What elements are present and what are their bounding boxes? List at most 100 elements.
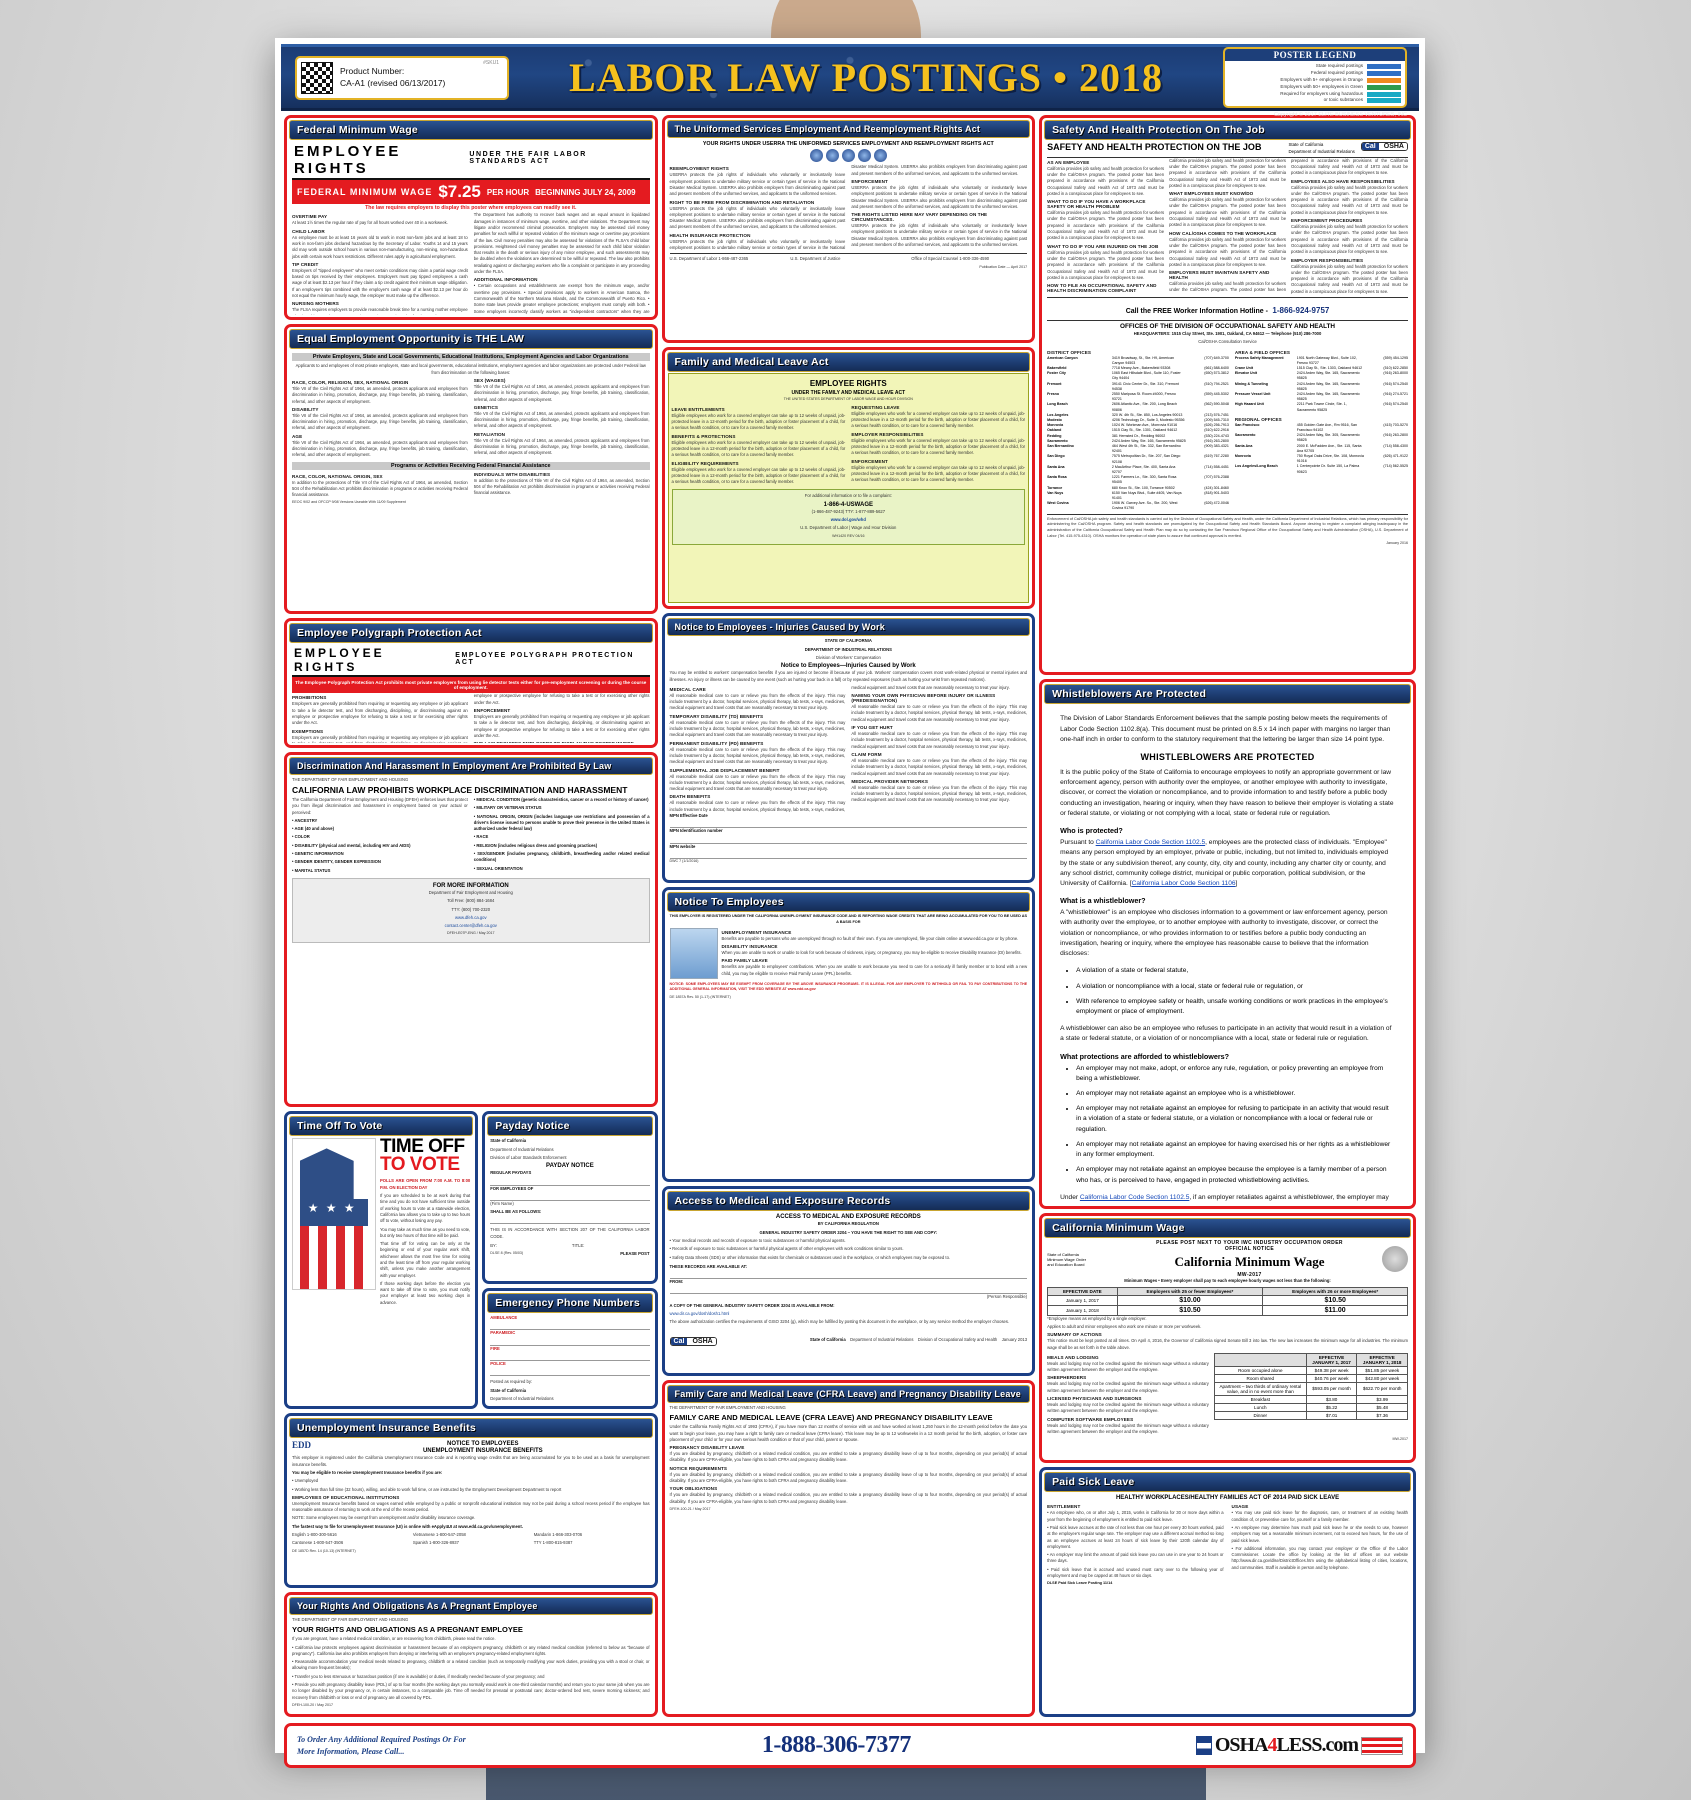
wb-a3-link[interactable]: California Labor Code Section 1102.5 — [1079, 1193, 1190, 1201]
injuries-field-input[interactable] — [669, 852, 1028, 859]
office-city: Sacramento — [1047, 438, 1068, 443]
panel-time-off-to-vote[interactable]: Time Off To Vote ★ ★ ★ TIME OF — [284, 1111, 479, 1410]
psl-left-head: Entitlement — [1047, 1504, 1081, 1510]
cfra-heads: Pregnancy Disability Leave If you are dis… — [670, 1445, 1028, 1505]
safety-section-text: California provides job safety and healt… — [1291, 263, 1408, 294]
panel-federal-minimum-wage[interactable]: Federal Minimum Wage EMPLOYEE RIGHTS UND… — [284, 115, 658, 321]
polygraph-section-text: Employers are generally prohibited from … — [292, 734, 468, 744]
unemployment-edu-text: Unemployment Insurance benefits based on… — [292, 1500, 650, 1513]
office-address: 7575 Metropolitan Dr., Ste. 207, San Die… — [1111, 454, 1181, 464]
vote-paragraph: If you are scheduled to be at work durin… — [379, 1193, 471, 1224]
office-phone: (714) 562-5525 — [1383, 464, 1408, 469]
panel-title-whistleblower: Whistleblowers Are Protected — [1044, 684, 1411, 705]
injuries-section: Medical Care All reasonable medical care … — [670, 687, 846, 712]
cmw-form: MW-2017 — [1392, 1437, 1408, 1442]
eeo-basis-head: RETALIATION — [473, 431, 506, 437]
emergency-row-input[interactable] — [490, 1323, 650, 1331]
wb-a1-link[interactable]: California Labor Code Section 1102.5 — [1095, 839, 1206, 847]
panel-safety-health[interactable]: Safety And Health Protection On The Job … — [1039, 115, 1416, 676]
office-phone: (510) 622-2850 — [1383, 366, 1408, 370]
panel-notice-to-employees[interactable]: Notice To Employees THIS EMPLOYER IS REG… — [661, 887, 1036, 1183]
panel-userra[interactable]: The Uniformed Services Employment And Re… — [661, 115, 1036, 344]
panel-payday-notice[interactable]: Payday Notice State of California Depart… — [482, 1111, 658, 1285]
office-address: 2 MacArthur Place, Ste. 400, Santa Ana 9… — [1111, 464, 1176, 475]
osha4less-logo[interactable]: OSHA4LESS.com — [1195, 1734, 1403, 1757]
office-city: American Canyon — [1047, 355, 1078, 360]
userra-section-head: THE RIGHTS LISTED HERE MAY VARY DEPENDIN… — [851, 212, 988, 223]
discrimination-web[interactable]: www.dfeh.ca.gov — [454, 914, 487, 920]
payday-field-input[interactable] — [490, 1194, 650, 1201]
wb-list-item: A violation or noncompliance with a loca… — [1076, 982, 1395, 992]
panel-discrimination[interactable]: Discrimination And Harassment In Employm… — [284, 752, 658, 1108]
fmw-beginning: BEGINNING JULY 24, 2009 — [535, 187, 636, 197]
wb-a2-list: A violation of a state or federal statut… — [1076, 966, 1395, 1017]
panel-paid-sick-leave[interactable]: Paid Sick Leave HEALTHY WORKPLACES/HEALT… — [1039, 1467, 1416, 1718]
fmla-form: WH1420 REV 04/16 — [832, 533, 865, 538]
injuries-field: MPN website — [669, 844, 1028, 859]
panel-pregnant-employee[interactable]: Your Rights And Obligations As A Pregnan… — [284, 1592, 658, 1718]
cmw2-cell: Lunch — [1213, 1402, 1307, 1412]
userra-section: HEALTH INSURANCE PROTECTION USERRA protec… — [670, 164, 1028, 251]
payday-field-input[interactable] — [490, 1179, 650, 1186]
office-phone: (559) 445-5302 — [1204, 392, 1229, 397]
medical-field1: THESE RECORDS ARE AVAILABLE AT: — [669, 1263, 748, 1269]
emergency-row-input[interactable] — [490, 1354, 650, 1362]
office-city: Santa Ana — [1234, 443, 1253, 448]
discrimination-email[interactable]: contact.center@dfeh.ca.gov — [444, 923, 497, 929]
unemployment-phone: Cantonese 1-800-547-3506 — [292, 1540, 344, 1546]
labor-law-poster[interactable]: Product Number: CA-A1 (revised 06/13/201… — [275, 38, 1425, 1769]
injuries-section-head: Naming Your Own Physician Before Injury … — [851, 693, 996, 704]
emergency-row-input[interactable] — [490, 1369, 650, 1377]
panel-title-federal-minimum-wage: Federal Minimum Wage — [289, 120, 653, 141]
eeo-intro: Applicants to and employees of most priv… — [295, 363, 646, 375]
district-office-row: Modesto 4206 Technology Dr., Suite 3, Mod… — [1047, 418, 1229, 423]
panel-whistleblower[interactable]: Whistleblowers Are Protected The Divisio… — [1039, 679, 1416, 1210]
injuries-section: Temporary Disability (TD) Benefits All re… — [670, 714, 846, 739]
office-city: Oakland — [1047, 428, 1062, 433]
fmw-section: OVERTIME PAY At least 1½ times the regula… — [292, 214, 468, 226]
panel-emergency-phone-numbers[interactable]: Emergency Phone Numbers AMBULANCE PARAMED… — [482, 1288, 658, 1410]
cfra-section-head: Your Obligations — [669, 1486, 718, 1492]
cal-badge: Cal — [670, 1337, 688, 1345]
discrimination-headline: CALIFORNIA LAW PROHIBITS WORKPLACE DISCR… — [292, 784, 628, 795]
panel-ca-minimum-wage[interactable]: California Minimum Wage State of Califor… — [1039, 1213, 1416, 1464]
vote-headline-2: TO VOTE — [379, 1154, 460, 1176]
payday-field-input[interactable] — [490, 1217, 650, 1225]
fmla-section-head: ELIGIBILITY REQUIREMENTS — [671, 460, 739, 466]
footer-phone[interactable]: 1-888-306-7377 — [761, 1732, 911, 1759]
safety-section-head: HOW TO FILE AN OCCUPATIONAL SAFETY AND H… — [1047, 283, 1157, 294]
panel-cfra[interactable]: Family Care and Medical Leave (CFRA Leav… — [661, 1380, 1036, 1718]
injuries-field-input[interactable] — [669, 837, 1028, 844]
payday-dept: Department of Industrial Relations — [490, 1146, 554, 1152]
fmla-section: ENFORCEMENT Eligible employees who work f… — [851, 459, 1025, 484]
office-city: San Francisco — [1234, 422, 1260, 427]
medical-web[interactable]: www.dir.ca.gov/dosh/dosh1.html — [669, 1311, 730, 1317]
panel-unemployment-insurance[interactable]: Unemployment Insurance Benefits EDD NOTI… — [284, 1413, 658, 1589]
office-city: Foster City — [1047, 371, 1066, 376]
injuries-section-text: All reasonable medical care to cure or r… — [851, 757, 1028, 776]
polygraph-section: PROHIBITIONS Employers are generally proh… — [292, 695, 468, 726]
cmw2-cell: $40.76 per week — [1305, 1373, 1358, 1383]
legend-row-label: State required postings — [1315, 63, 1363, 68]
emergency-row-input[interactable] — [490, 1339, 650, 1346]
fmla-web[interactable]: www.dol.gov/whd — [830, 517, 866, 522]
vote-headline-1: TIME OFF — [379, 1136, 465, 1158]
legend-row-label: or toxic substances — [1323, 97, 1363, 103]
panel-eeo[interactable]: Equal Employment Opportunity is THE LAW … — [284, 324, 658, 615]
wb-a1-link2[interactable]: California Labor Code Section 1106 — [1131, 879, 1236, 887]
safety-state: State of California — [1288, 142, 1324, 148]
panel-fmla[interactable]: Family and Medical Leave Act EMPLOYEE RI… — [661, 347, 1036, 610]
pregnant-points: • California law protects employees agai… — [292, 1645, 650, 1701]
cmw2-cell: $42.80 per week — [1356, 1373, 1408, 1383]
injuries-field-input[interactable] — [669, 821, 1028, 829]
office-address: 1024 W. Workman Ave., Monrovia 91016 — [1111, 423, 1178, 428]
panel-polygraph[interactable]: Employee Polygraph Protection Act EMPLOY… — [284, 618, 658, 749]
cmw-row: January 1, 2018 $10.50 $11.00 — [1047, 1304, 1408, 1316]
injuries-fields[interactable]: MPN Effective Date MPN Identification num… — [669, 813, 1028, 859]
office-address: 1 Centerpointe Dr. Suite 150, La Palma 9… — [1296, 464, 1360, 474]
userra-heads: REEMPLOYMENT RIGHTS USERRA protects the j… — [670, 164, 1028, 251]
panel-injuries-caused-by-work[interactable]: Notice to Employees - Injuries Caused by… — [661, 613, 1036, 884]
panel-medical-access[interactable]: Access to Medical and Exposure Records A… — [661, 1186, 1036, 1377]
fmw-section-text: The FLSA requires employers to provide r… — [292, 307, 468, 315]
office-city: High Hazard Unit — [1234, 402, 1264, 407]
